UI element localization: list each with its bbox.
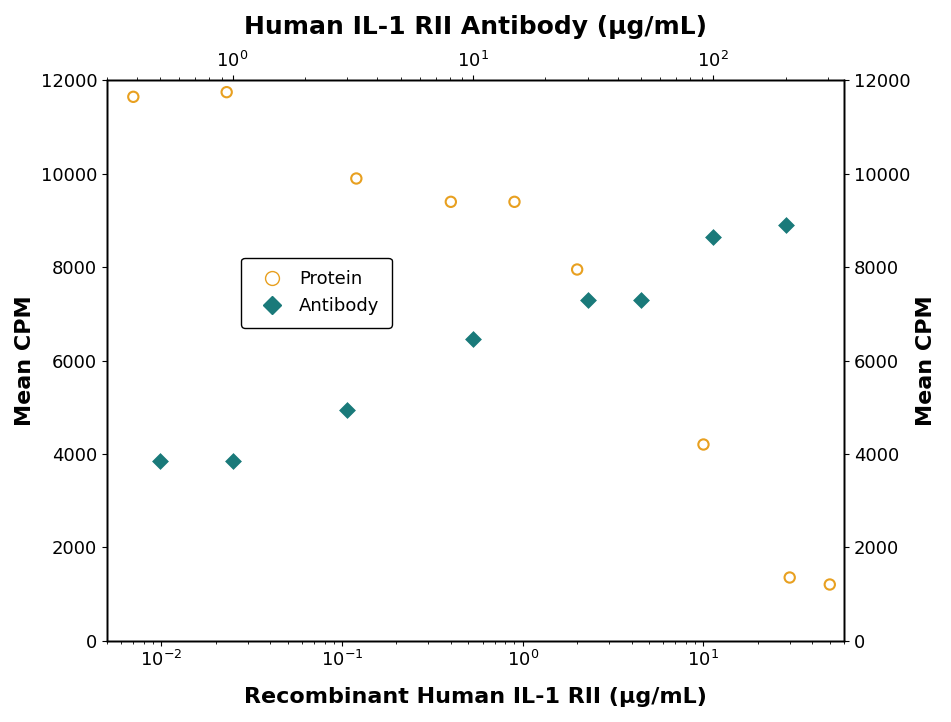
Point	[580, 294, 595, 305]
X-axis label: Recombinant Human IL-1 RII (μg/mL): Recombinant Human IL-1 RII (μg/mL)	[244, 687, 707, 707]
Point	[219, 87, 234, 98]
Point	[782, 572, 797, 583]
Point	[225, 455, 241, 466]
Point	[778, 219, 793, 231]
Point	[633, 294, 649, 305]
Point	[349, 173, 364, 184]
Point	[696, 439, 711, 451]
X-axis label: Human IL-1 RII Antibody (μg/mL): Human IL-1 RII Antibody (μg/mL)	[244, 15, 707, 39]
Point	[443, 196, 458, 208]
Point	[340, 404, 355, 415]
Point	[152, 455, 167, 466]
Point	[823, 579, 838, 591]
Point	[570, 264, 585, 275]
Point	[706, 231, 721, 243]
Legend: Protein, Antibody: Protein, Antibody	[242, 258, 392, 328]
Point	[507, 196, 522, 208]
Y-axis label: Mean CPM: Mean CPM	[916, 295, 936, 426]
Y-axis label: Mean CPM: Mean CPM	[15, 295, 35, 426]
Point	[465, 334, 480, 345]
Point	[126, 91, 141, 103]
